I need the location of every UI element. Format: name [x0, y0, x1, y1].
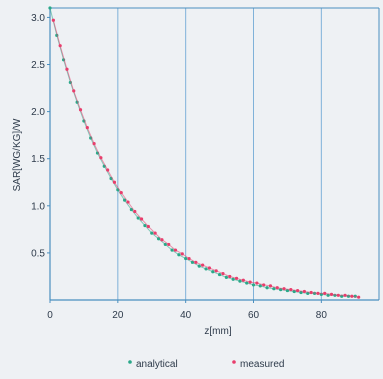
- point-measured-6: [92, 142, 96, 146]
- point-measured-24: [214, 269, 218, 273]
- point-measured-33: [275, 286, 279, 290]
- point-analytical-16: [156, 237, 161, 241]
- point-measured-4: [78, 108, 83, 112]
- x-tick-label-2: 40: [180, 310, 192, 321]
- point-measured-13: [139, 217, 144, 221]
- point-analytical-20: [184, 256, 188, 261]
- point-analytical-31: [258, 284, 262, 288]
- y-tick-label-1: 1.0: [31, 201, 45, 212]
- y-tick-label-4: 2.5: [31, 60, 45, 71]
- legend-marker-measured: [232, 360, 236, 364]
- point-measured-35: [289, 288, 293, 292]
- point-measured-27: [234, 276, 239, 280]
- point-analytical-18: [170, 248, 174, 252]
- point-measured-22: [201, 263, 205, 267]
- point-measured-41: [329, 292, 334, 296]
- point-measured-20: [187, 256, 191, 261]
- point-analytical-25: [217, 272, 222, 277]
- tick-labels: 0.5 1.0 1.5 2.0 2.5 3.0 0 20 40 60 80: [31, 13, 327, 321]
- point-measured-8: [106, 168, 110, 172]
- legend-label-measured: measured: [240, 359, 284, 370]
- point-measured-21: [194, 260, 198, 264]
- point-measured-31: [262, 283, 266, 287]
- point-analytical-41: [326, 293, 330, 297]
- point-analytical-21: [190, 260, 195, 264]
- point-analytical-24: [211, 270, 215, 274]
- series-line-analytical: [49, 7, 356, 297]
- point-measured-11: [126, 200, 130, 204]
- point-measured-42: [336, 293, 340, 297]
- legend-label-analytical: analytical: [136, 359, 178, 370]
- point-measured-12: [133, 209, 137, 214]
- x-tick-label-1: 20: [112, 310, 124, 321]
- point-measured-3: [72, 89, 76, 93]
- point-measured-45: [357, 295, 361, 299]
- point-analytical-32: [265, 286, 269, 290]
- x-axis-label: z[mm]: [204, 326, 231, 337]
- point-analytical-33: [272, 287, 276, 291]
- point-analytical-14: [143, 223, 147, 228]
- point-measured-26: [228, 274, 232, 279]
- point-analytical-17: [163, 242, 167, 247]
- point-analytical-29: [245, 281, 249, 285]
- legend-marker-analytical: [128, 360, 132, 364]
- grid-lines: [117, 8, 322, 300]
- point-measured-5: [85, 126, 89, 130]
- point-measured-34: [282, 287, 286, 291]
- x-tick-label-0: 0: [47, 310, 53, 321]
- legend: analytical measured: [128, 359, 284, 370]
- axes: [47, 7, 380, 303]
- point-measured-14: [146, 224, 150, 229]
- point-measured-25: [221, 272, 225, 276]
- point-measured-9: [112, 180, 117, 184]
- point-measured-37: [302, 289, 306, 294]
- point-measured-43: [343, 293, 347, 297]
- point-analytical-11: [123, 198, 127, 202]
- y-tick-label-5: 3.0: [31, 13, 45, 24]
- point-analytical-15: [150, 231, 154, 235]
- data-series: [48, 6, 361, 299]
- point-measured-28: [241, 278, 245, 282]
- y-tick-label-2: 1.5: [31, 154, 45, 165]
- point-measured-16: [160, 238, 164, 242]
- point-measured-7: [99, 156, 103, 160]
- point-analytical-13: [136, 216, 140, 220]
- point-analytical-26: [224, 275, 228, 279]
- point-measured-0: [51, 18, 55, 22]
- point-measured-36: [295, 288, 300, 293]
- point-measured-39: [316, 291, 320, 296]
- point-measured-44: [350, 294, 354, 298]
- point-analytical-30: [251, 283, 256, 287]
- point-analytical-22: [197, 264, 201, 268]
- point-analytical-0: [48, 6, 52, 10]
- point-analytical-27: [231, 277, 235, 281]
- point-measured-29: [248, 280, 252, 284]
- x-tick-label-4: 80: [316, 310, 328, 321]
- point-measured-30: [255, 281, 259, 285]
- point-analytical-37: [299, 290, 303, 295]
- point-measured-15: [153, 231, 157, 235]
- y-tick-label-0: 0.5: [31, 248, 45, 259]
- series-line-measured: [52, 20, 359, 298]
- point-measured-18: [173, 248, 178, 252]
- y-tick-label-3: 2.0: [31, 107, 45, 118]
- point-measured-17: [167, 242, 171, 247]
- point-measured-38: [309, 290, 313, 295]
- point-analytical-19: [177, 253, 181, 257]
- point-measured-32: [268, 284, 273, 288]
- point-measured-10: [119, 191, 123, 195]
- point-analytical-23: [204, 267, 208, 271]
- point-analytical-12: [129, 207, 134, 212]
- y-axis-label: SAR[WG/KG]/W: [12, 118, 23, 191]
- x-tick-label-3: 60: [248, 310, 260, 321]
- point-analytical-35: [285, 288, 290, 293]
- point-analytical-28: [238, 279, 242, 283]
- point-measured-1: [58, 44, 62, 48]
- point-measured-40: [323, 291, 327, 296]
- point-measured-2: [65, 67, 69, 71]
- point-measured-19: [180, 252, 184, 256]
- point-measured-23: [207, 266, 212, 270]
